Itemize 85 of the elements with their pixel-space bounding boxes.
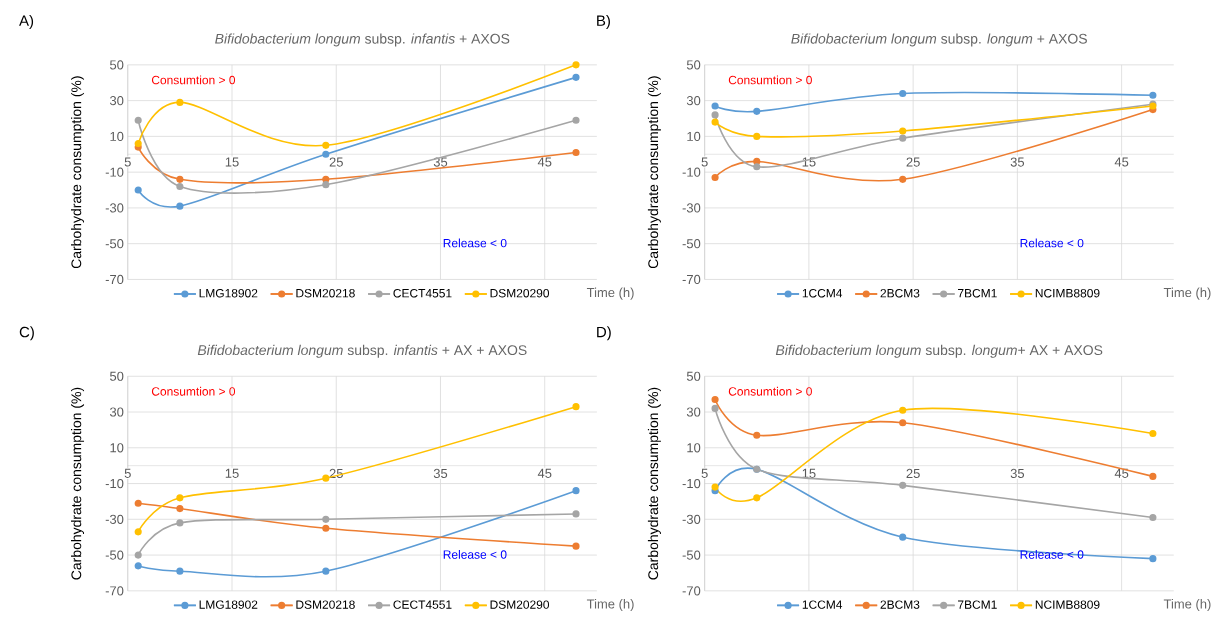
legend-label: LMG18902 <box>199 600 258 609</box>
x-tick-label: 45 <box>1114 157 1129 167</box>
chart-title: Bifidobacterium longum subsp. longum + AXOS <box>791 33 1087 47</box>
y-tick-label: 10 <box>110 131 124 142</box>
annotation: Consumtion > 0 <box>151 386 236 396</box>
legend-label: 2BCM3 <box>880 289 920 298</box>
legend-label: NCIMB8809 <box>1035 600 1100 609</box>
y-tick-label: 50 <box>109 60 124 70</box>
y-tick-label: -30 <box>682 203 701 213</box>
y-tick-label: 50 <box>686 371 701 381</box>
legend-label: 7BCM1 <box>958 600 997 609</box>
x-tick-label: 35 <box>433 157 448 167</box>
y-axis-title: Carbohydrate consumption (%) <box>71 387 85 580</box>
y-tick-label: -30 <box>682 514 701 525</box>
y-tick-label: -50 <box>105 550 124 560</box>
y-tick-label: -50 <box>682 550 701 560</box>
legend-label: 1CCM4 <box>802 600 843 609</box>
legend-label: 2BCM3 <box>880 600 920 609</box>
y-tick-label: 30 <box>109 407 124 417</box>
chart-title: Bifidobacterium longum subsp. infantis + AXOS <box>215 33 510 47</box>
x-tick-label: 5 <box>701 468 708 479</box>
y-tick-label: 10 <box>687 131 701 142</box>
legend-label: DSM20218 <box>296 289 355 298</box>
x-tick-label: 35 <box>1010 157 1025 167</box>
text: A) <box>19 15 34 30</box>
y-axis-title: Carbohydrate consumption (%) <box>71 76 85 269</box>
legend-label: DSM20290 <box>490 600 550 609</box>
y-tick-label: 30 <box>686 407 701 417</box>
annotation: Consumtion > 0 <box>151 75 236 85</box>
x-axis-title: Time (h) <box>586 287 634 300</box>
text: D) <box>597 326 611 341</box>
y-tick-label: 10 <box>687 443 701 453</box>
annotation: Consumtion > 0 <box>728 386 812 396</box>
y-tick-label: -50 <box>682 239 701 249</box>
x-tick-label: 5 <box>701 157 708 167</box>
x-tick-label: 25 <box>906 157 920 167</box>
y-axis-title: Carbohydrate consumption (%) <box>647 387 661 580</box>
y-tick-label: 30 <box>686 96 701 106</box>
legend-label: NCIMB8809 <box>1035 289 1100 298</box>
x-tick-label: 5 <box>124 468 131 479</box>
y-tick-label: -30 <box>105 514 124 525</box>
y-tick-label: -50 <box>105 239 124 249</box>
legend-label: 7BCM1 <box>958 289 997 298</box>
y-tick-label: -70 <box>105 586 124 596</box>
x-axis-title: Time (h) <box>586 599 634 612</box>
x-tick-label: 35 <box>433 468 448 479</box>
chart-title: Bifidobacterium longum subsp. infantis + AX + AXOS <box>197 344 527 358</box>
x-tick-label: 25 <box>906 468 920 479</box>
x-tick-label: 15 <box>225 468 239 479</box>
y-tick-label: -30 <box>105 203 124 213</box>
legend-label: 1CCM4 <box>802 289 843 298</box>
text: B) <box>597 15 610 30</box>
y-tick-label: -10 <box>105 167 124 177</box>
x-tick-label: 15 <box>802 468 816 479</box>
y-tick-label: -70 <box>105 274 124 285</box>
x-tick-label: 25 <box>329 157 343 167</box>
text: C) <box>19 326 34 341</box>
annotation: Release < 0 <box>443 238 507 248</box>
annotation: Release < 0 <box>1020 550 1084 559</box>
x-tick-label: 45 <box>537 157 552 167</box>
y-tick-label: 50 <box>109 371 124 381</box>
x-tick-label: 5 <box>124 157 131 167</box>
y-tick-label: 50 <box>686 60 701 70</box>
y-tick-label: -10 <box>682 167 701 177</box>
legend-label: LMG18902 <box>199 289 258 298</box>
x-axis-title: Time (h) <box>1163 599 1211 612</box>
x-tick-label: 45 <box>537 468 552 479</box>
legend-label: DSM20290 <box>490 289 550 298</box>
annotation: Release < 0 <box>443 550 507 559</box>
legend-label: DSM20218 <box>296 600 355 609</box>
y-tick-label: 10 <box>110 443 124 453</box>
legend-label: CECT4551 <box>393 600 452 609</box>
x-tick-label: 15 <box>225 157 239 167</box>
y-tick-label: 30 <box>109 96 124 106</box>
y-tick-label: -10 <box>682 479 701 489</box>
y-tick-label: -10 <box>105 479 124 489</box>
annotation: Consumtion > 0 <box>728 75 812 85</box>
y-axis-title: Carbohydrate consumption (%) <box>647 76 661 269</box>
x-axis-title: Time (h) <box>1163 287 1211 300</box>
chart-title: Bifidobacterium longum subsp. longum+ AX + AXOS <box>775 344 1103 358</box>
y-tick-label: -70 <box>682 274 701 285</box>
x-tick-label: 35 <box>1010 468 1025 479</box>
y-tick-label: -70 <box>682 586 701 596</box>
annotation: Release < 0 <box>1020 238 1084 248</box>
legend-label: CECT4551 <box>393 289 452 298</box>
